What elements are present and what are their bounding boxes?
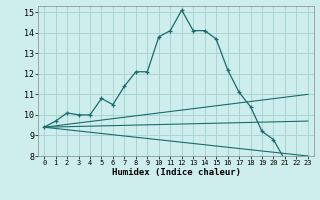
- X-axis label: Humidex (Indice chaleur): Humidex (Indice chaleur): [111, 168, 241, 177]
